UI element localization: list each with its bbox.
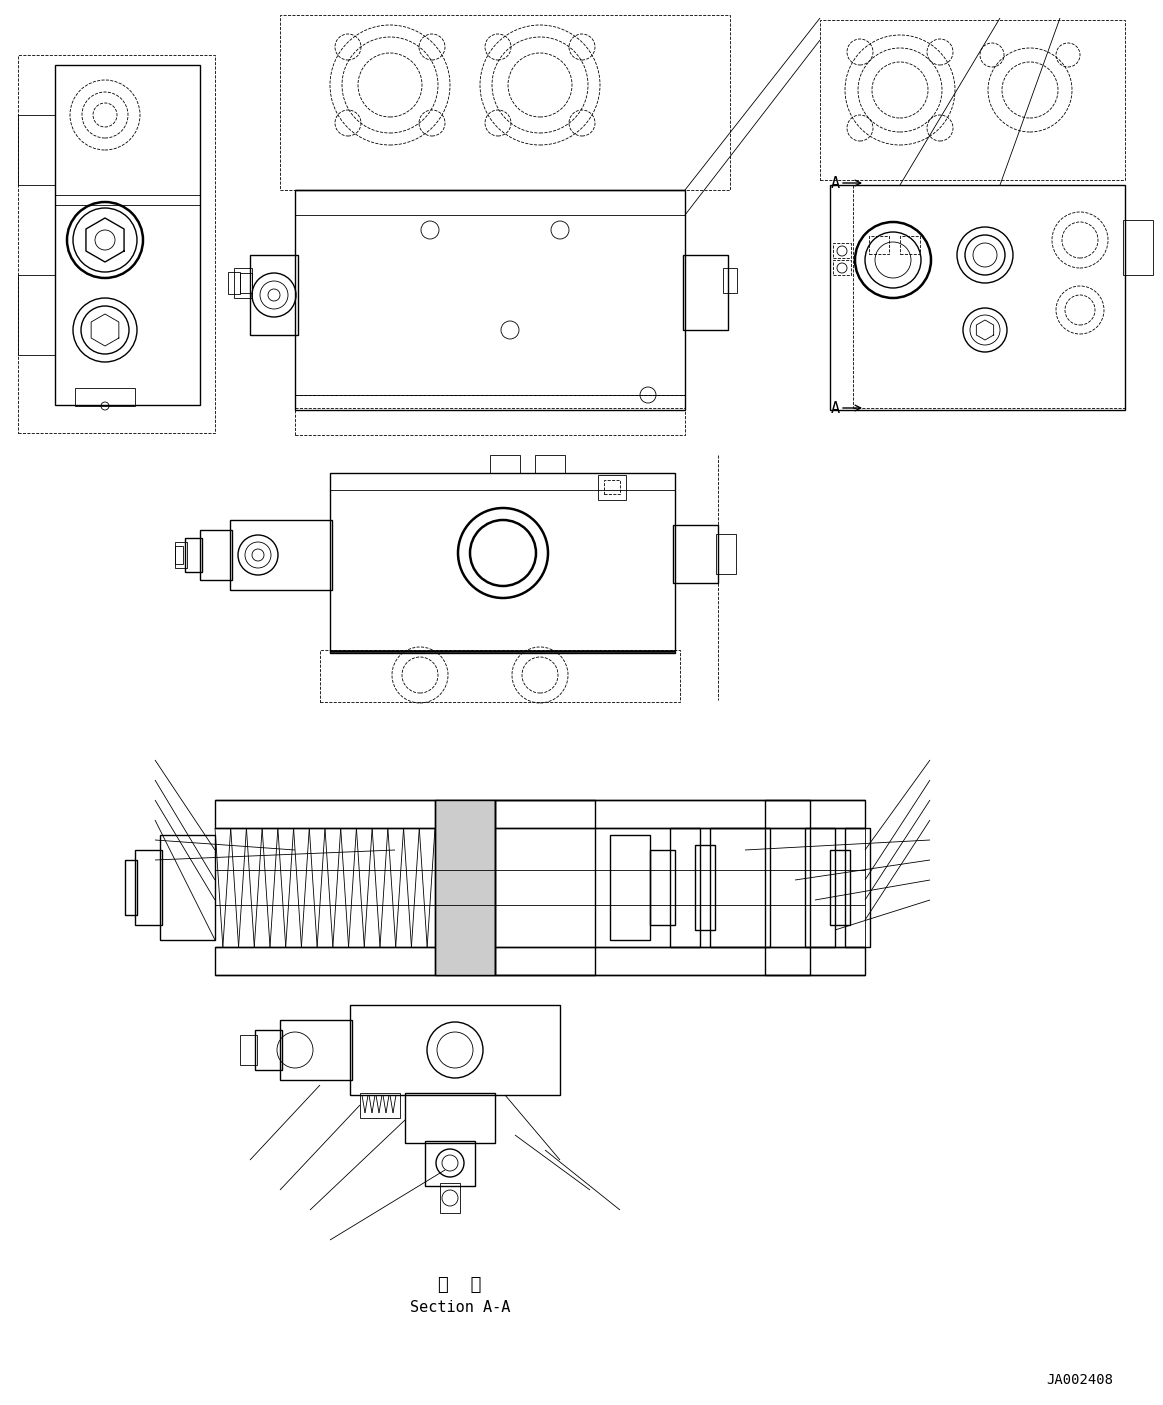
Bar	[17, 115, 55, 185]
Bar	[805, 828, 835, 947]
Bar	[830, 850, 850, 924]
Text: A: A	[830, 176, 840, 191]
Bar	[200, 530, 231, 580]
Bar	[405, 1093, 495, 1144]
Bar	[250, 254, 298, 334]
Bar	[833, 243, 851, 259]
Bar	[670, 828, 700, 947]
Bar	[135, 850, 162, 924]
Bar	[17, 55, 215, 433]
Bar	[611, 835, 650, 940]
Bar	[765, 799, 809, 975]
Bar	[185, 538, 202, 572]
Bar	[124, 860, 137, 915]
Bar	[240, 1035, 257, 1065]
Bar	[255, 1030, 281, 1071]
Bar	[234, 268, 252, 298]
Text: A: A	[830, 400, 840, 416]
Bar	[673, 525, 718, 583]
Bar	[435, 799, 495, 975]
Bar	[900, 236, 920, 254]
Bar	[228, 273, 240, 294]
Bar	[598, 475, 626, 500]
Bar	[709, 828, 770, 947]
Bar	[833, 260, 851, 275]
Bar	[160, 835, 215, 940]
Bar	[361, 1093, 400, 1118]
Text: JA002408: JA002408	[1047, 1373, 1113, 1387]
Bar	[683, 254, 728, 330]
Bar	[17, 275, 55, 355]
Bar	[869, 236, 889, 254]
Bar	[846, 828, 870, 947]
Bar	[74, 388, 135, 406]
Bar	[695, 844, 715, 930]
Bar	[295, 190, 685, 410]
Bar	[230, 520, 331, 590]
Bar	[215, 947, 865, 975]
Bar	[490, 455, 520, 473]
Bar	[215, 799, 865, 828]
Bar	[495, 828, 865, 947]
Text: Section A-A: Section A-A	[409, 1301, 511, 1315]
Bar	[174, 542, 187, 568]
Bar	[320, 651, 680, 702]
Bar	[820, 20, 1125, 180]
Bar	[280, 15, 730, 190]
Bar	[716, 534, 736, 575]
Bar	[650, 850, 675, 924]
Bar	[330, 473, 675, 653]
Bar	[295, 395, 685, 436]
Text: 断  面: 断 面	[438, 1276, 481, 1294]
Bar	[495, 799, 595, 975]
Bar	[174, 547, 183, 563]
Bar	[424, 1141, 475, 1186]
Bar	[55, 65, 200, 405]
Bar	[535, 455, 565, 473]
Bar	[350, 1005, 561, 1094]
Bar	[1123, 221, 1153, 275]
Bar	[830, 185, 1125, 410]
Bar	[723, 268, 737, 294]
Bar	[604, 481, 620, 495]
Bar	[240, 273, 252, 294]
Bar	[440, 1183, 461, 1213]
Bar	[280, 1020, 352, 1080]
